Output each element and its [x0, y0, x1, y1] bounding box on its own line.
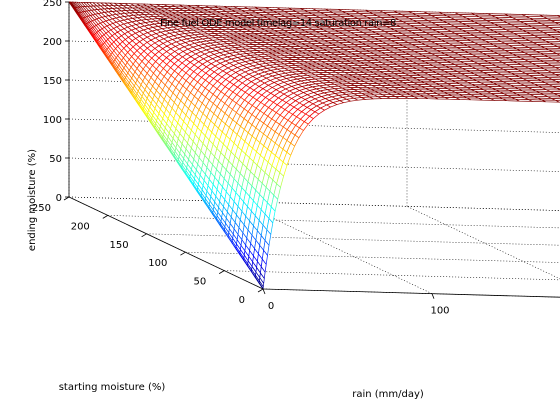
x-axis-label: rain (mm/day)	[352, 389, 424, 400]
axes-box	[68, 2, 560, 298]
surface-mesh	[68, 1, 560, 290]
z-tick-label: 50	[49, 154, 62, 165]
floor-grid-line	[406, 206, 560, 280]
chart-title: Fine fuel ODE model timelag=14 saturatio…	[160, 18, 396, 29]
floor-grid-line	[185, 251, 560, 263]
y-tick-label: 200	[71, 221, 90, 232]
x-tick-label: 0	[268, 301, 274, 312]
floor-grid-line	[224, 270, 560, 281]
back-wall-grid-line	[68, 157, 560, 172]
y-tick-mark	[257, 288, 264, 293]
y-tick-label: 50	[193, 277, 206, 288]
z-tick-label: 150	[43, 76, 62, 87]
tick-labels: 0100200300050100150200250050100150200250	[32, 0, 450, 317]
z-tick-label: 200	[43, 37, 62, 48]
y-tick-mark	[102, 215, 109, 219]
y-tick-mark	[180, 251, 186, 256]
z-tick-label: 100	[43, 115, 62, 126]
floor-grid-line	[107, 215, 560, 229]
y-tick-mark	[63, 196, 70, 201]
back-wall-grid-line	[68, 118, 560, 133]
back-wall-grid-line	[68, 196, 560, 211]
z-axis-label: ending moisture (%)	[27, 149, 38, 251]
x-tick-mark	[431, 293, 435, 299]
floor-grid-line	[68, 196, 560, 211]
y-tick-label: 150	[110, 240, 129, 251]
x-tick-label: 100	[430, 306, 449, 317]
surface-cell	[88, 30, 93, 37]
z-tick-label: 250	[43, 0, 62, 9]
y-tick-label: 0	[239, 295, 245, 306]
floor-grid-line	[146, 233, 560, 246]
y-tick-mark	[218, 270, 225, 274]
x-axis-line	[262, 288, 560, 298]
x-tick-mark	[262, 288, 266, 295]
y-axis-label: starting moisture (%)	[59, 382, 166, 393]
y-tick-label: 100	[148, 258, 167, 269]
y-tick-mark	[141, 233, 147, 238]
surface-cell	[72, 7, 78, 14]
y-axis-line	[68, 196, 264, 290]
y-tick-label: 250	[32, 203, 51, 214]
z-tick-label: 0	[56, 193, 62, 204]
